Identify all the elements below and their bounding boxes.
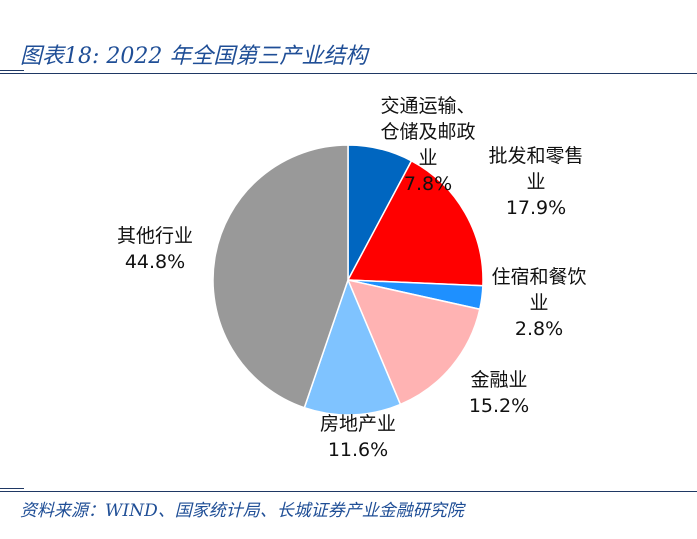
pie-slice (303, 277, 402, 416)
title-rule (0, 73, 697, 74)
slice-label: 交通运输、 (380, 95, 475, 117)
slice-label: 仓储及邮政 (380, 121, 475, 143)
slice-label: 业 (526, 171, 545, 193)
slice-label: 业 (529, 292, 548, 314)
pie-slice (346, 159, 484, 287)
pie-chart: 交通运输、仓储及邮政业7.8%批发和零售业17.9%住宿和餐饮业2.8%金融业1… (117, 95, 587, 461)
slice-value-label: 11.6% (328, 439, 388, 461)
slice-value-label: 17.9% (506, 197, 566, 219)
source-rule-stub (0, 488, 24, 489)
source-rule (0, 491, 697, 492)
pie-slice (212, 144, 349, 409)
slice-label: 住宿和餐饮 (491, 266, 586, 288)
slice-label: 业 (418, 147, 437, 169)
source-note: 资料来源：WIND、国家统计局、长城证券产业金融研究院 (20, 501, 464, 521)
slice-value-label: 7.8% (404, 173, 452, 195)
slice-value-label: 44.8% (125, 251, 185, 273)
slice-value-label: 2.8% (515, 318, 563, 340)
slice-label: 批发和零售 (488, 145, 583, 167)
title-rule-stub (0, 70, 24, 71)
slice-value-label: 15.2% (469, 395, 529, 417)
chart-title: 图表18: 2022 年全国第三产业结构 (20, 44, 368, 69)
slice-label: 房地产业 (320, 413, 396, 435)
slice-label: 其他行业 (117, 225, 193, 247)
pie-slice (346, 278, 481, 406)
slice-label: 金融业 (470, 369, 527, 391)
